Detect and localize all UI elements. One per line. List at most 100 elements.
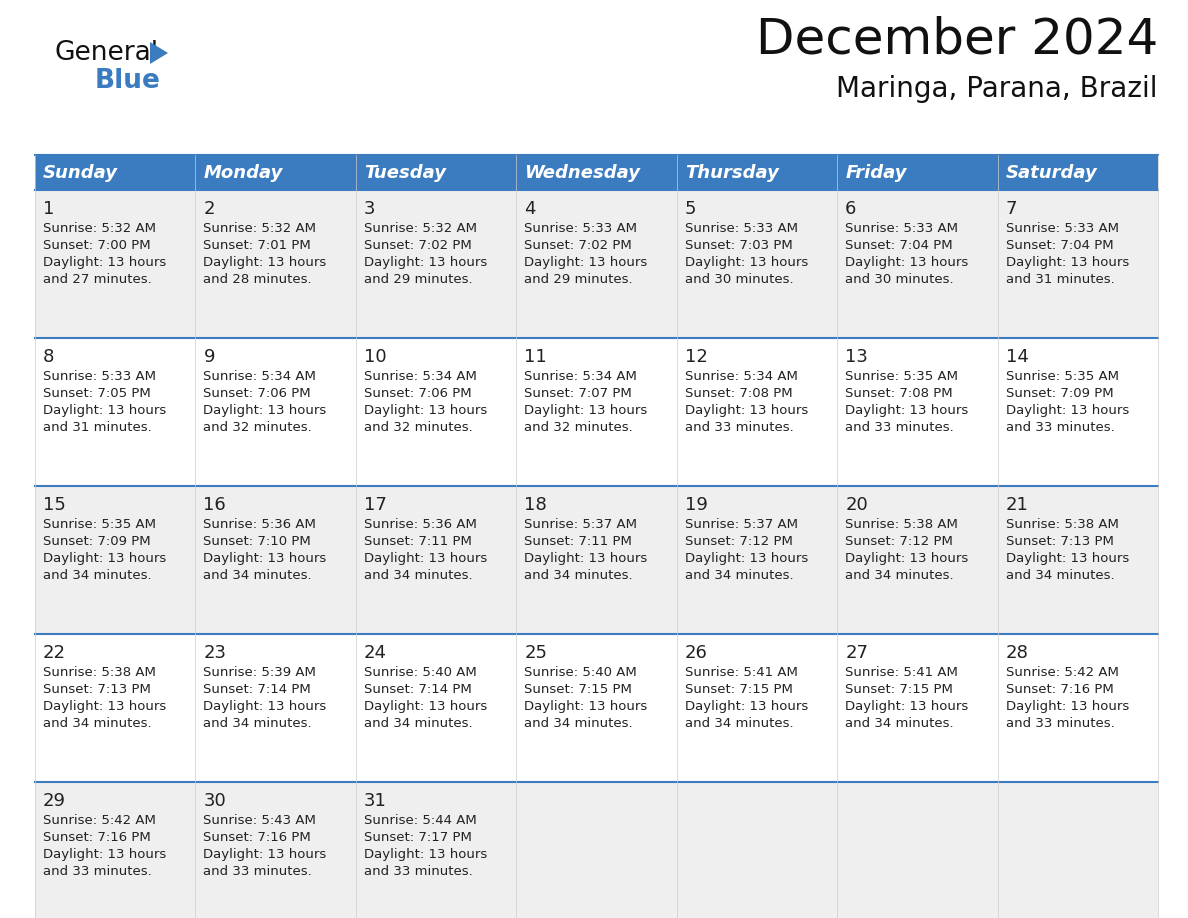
Text: Sunrise: 5:34 AM: Sunrise: 5:34 AM xyxy=(364,370,476,383)
Text: Daylight: 13 hours: Daylight: 13 hours xyxy=(364,700,487,713)
Text: Daylight: 13 hours: Daylight: 13 hours xyxy=(684,700,808,713)
Text: and 31 minutes.: and 31 minutes. xyxy=(43,421,152,434)
Text: 13: 13 xyxy=(845,348,868,366)
Text: Sunrise: 5:33 AM: Sunrise: 5:33 AM xyxy=(684,222,797,235)
Text: Daylight: 13 hours: Daylight: 13 hours xyxy=(684,552,808,565)
Text: and 33 minutes.: and 33 minutes. xyxy=(845,421,954,434)
Text: 22: 22 xyxy=(43,644,67,662)
Text: Sunrise: 5:40 AM: Sunrise: 5:40 AM xyxy=(364,666,476,679)
Text: Sunset: 7:00 PM: Sunset: 7:00 PM xyxy=(43,239,151,252)
Text: Sunset: 7:02 PM: Sunset: 7:02 PM xyxy=(364,239,472,252)
Text: Sunset: 7:04 PM: Sunset: 7:04 PM xyxy=(1005,239,1113,252)
Text: 7: 7 xyxy=(1005,200,1017,218)
Text: Sunset: 7:17 PM: Sunset: 7:17 PM xyxy=(364,831,472,844)
Text: Sunrise: 5:32 AM: Sunrise: 5:32 AM xyxy=(364,222,476,235)
Text: 23: 23 xyxy=(203,644,227,662)
Text: Sunrise: 5:43 AM: Sunrise: 5:43 AM xyxy=(203,814,316,827)
Polygon shape xyxy=(34,782,1158,918)
Text: and 33 minutes.: and 33 minutes. xyxy=(684,421,794,434)
Text: 31: 31 xyxy=(364,792,387,810)
Text: and 28 minutes.: and 28 minutes. xyxy=(203,273,312,286)
Text: Tuesday: Tuesday xyxy=(364,163,446,182)
Text: Sunset: 7:09 PM: Sunset: 7:09 PM xyxy=(1005,387,1113,400)
Text: Sunset: 7:04 PM: Sunset: 7:04 PM xyxy=(845,239,953,252)
Text: Sunrise: 5:44 AM: Sunrise: 5:44 AM xyxy=(364,814,476,827)
Text: Sunrise: 5:35 AM: Sunrise: 5:35 AM xyxy=(43,518,156,531)
Text: Sunset: 7:15 PM: Sunset: 7:15 PM xyxy=(684,683,792,696)
Text: and 34 minutes.: and 34 minutes. xyxy=(524,717,633,730)
Text: Daylight: 13 hours: Daylight: 13 hours xyxy=(845,700,968,713)
Text: Daylight: 13 hours: Daylight: 13 hours xyxy=(1005,404,1129,417)
Text: Sunset: 7:02 PM: Sunset: 7:02 PM xyxy=(524,239,632,252)
Text: and 30 minutes.: and 30 minutes. xyxy=(845,273,954,286)
Text: and 34 minutes.: and 34 minutes. xyxy=(43,569,152,582)
Text: 4: 4 xyxy=(524,200,536,218)
Text: and 34 minutes.: and 34 minutes. xyxy=(364,717,473,730)
Text: 19: 19 xyxy=(684,496,708,514)
Text: Daylight: 13 hours: Daylight: 13 hours xyxy=(1005,700,1129,713)
Text: Daylight: 13 hours: Daylight: 13 hours xyxy=(1005,552,1129,565)
Text: 21: 21 xyxy=(1005,496,1029,514)
Text: Sunset: 7:10 PM: Sunset: 7:10 PM xyxy=(203,535,311,548)
Text: and 33 minutes.: and 33 minutes. xyxy=(43,865,152,878)
Text: Sunset: 7:08 PM: Sunset: 7:08 PM xyxy=(684,387,792,400)
Text: Wednesday: Wednesday xyxy=(524,163,640,182)
Polygon shape xyxy=(517,155,677,190)
Text: 25: 25 xyxy=(524,644,548,662)
Text: and 33 minutes.: and 33 minutes. xyxy=(203,865,312,878)
Text: 28: 28 xyxy=(1005,644,1029,662)
Text: Sunrise: 5:38 AM: Sunrise: 5:38 AM xyxy=(845,518,958,531)
Text: Sunrise: 5:33 AM: Sunrise: 5:33 AM xyxy=(43,370,156,383)
Text: Sunrise: 5:42 AM: Sunrise: 5:42 AM xyxy=(1005,666,1118,679)
Text: 10: 10 xyxy=(364,348,386,366)
Text: Saturday: Saturday xyxy=(1005,163,1098,182)
Text: 8: 8 xyxy=(43,348,55,366)
Polygon shape xyxy=(34,155,196,190)
Text: Sunset: 7:06 PM: Sunset: 7:06 PM xyxy=(203,387,311,400)
Text: General: General xyxy=(55,40,159,66)
Text: 12: 12 xyxy=(684,348,708,366)
Text: Sunrise: 5:34 AM: Sunrise: 5:34 AM xyxy=(684,370,797,383)
Text: 27: 27 xyxy=(845,644,868,662)
Text: and 34 minutes.: and 34 minutes. xyxy=(364,569,473,582)
Text: Sunset: 7:06 PM: Sunset: 7:06 PM xyxy=(364,387,472,400)
Text: 18: 18 xyxy=(524,496,546,514)
Text: and 32 minutes.: and 32 minutes. xyxy=(203,421,312,434)
Text: Daylight: 13 hours: Daylight: 13 hours xyxy=(43,404,166,417)
Polygon shape xyxy=(838,155,998,190)
Text: and 32 minutes.: and 32 minutes. xyxy=(364,421,473,434)
Text: and 34 minutes.: and 34 minutes. xyxy=(845,569,954,582)
Text: Daylight: 13 hours: Daylight: 13 hours xyxy=(364,552,487,565)
Text: Daylight: 13 hours: Daylight: 13 hours xyxy=(684,404,808,417)
Polygon shape xyxy=(34,338,1158,486)
Polygon shape xyxy=(677,155,838,190)
Text: Sunrise: 5:41 AM: Sunrise: 5:41 AM xyxy=(684,666,797,679)
Text: and 31 minutes.: and 31 minutes. xyxy=(1005,273,1114,286)
Text: Sunrise: 5:35 AM: Sunrise: 5:35 AM xyxy=(845,370,959,383)
Text: Maringa, Parana, Brazil: Maringa, Parana, Brazil xyxy=(836,75,1158,103)
Text: and 29 minutes.: and 29 minutes. xyxy=(524,273,633,286)
Text: Sunrise: 5:32 AM: Sunrise: 5:32 AM xyxy=(43,222,156,235)
Text: Sunrise: 5:42 AM: Sunrise: 5:42 AM xyxy=(43,814,156,827)
Text: Daylight: 13 hours: Daylight: 13 hours xyxy=(203,848,327,861)
Polygon shape xyxy=(34,486,1158,634)
Text: Sunrise: 5:36 AM: Sunrise: 5:36 AM xyxy=(203,518,316,531)
Text: 5: 5 xyxy=(684,200,696,218)
Text: Sunrise: 5:35 AM: Sunrise: 5:35 AM xyxy=(1005,370,1119,383)
Text: Daylight: 13 hours: Daylight: 13 hours xyxy=(364,404,487,417)
Text: 30: 30 xyxy=(203,792,226,810)
Text: Sunset: 7:12 PM: Sunset: 7:12 PM xyxy=(845,535,953,548)
Text: Sunrise: 5:33 AM: Sunrise: 5:33 AM xyxy=(1005,222,1119,235)
Text: Daylight: 13 hours: Daylight: 13 hours xyxy=(203,256,327,269)
Polygon shape xyxy=(998,155,1158,190)
Text: Daylight: 13 hours: Daylight: 13 hours xyxy=(43,848,166,861)
Text: Daylight: 13 hours: Daylight: 13 hours xyxy=(43,256,166,269)
Text: Sunset: 7:11 PM: Sunset: 7:11 PM xyxy=(364,535,472,548)
Text: Sunset: 7:03 PM: Sunset: 7:03 PM xyxy=(684,239,792,252)
Text: Daylight: 13 hours: Daylight: 13 hours xyxy=(364,848,487,861)
Text: Daylight: 13 hours: Daylight: 13 hours xyxy=(203,552,327,565)
Text: 2: 2 xyxy=(203,200,215,218)
Text: Daylight: 13 hours: Daylight: 13 hours xyxy=(845,552,968,565)
Text: and 34 minutes.: and 34 minutes. xyxy=(684,717,794,730)
Text: Daylight: 13 hours: Daylight: 13 hours xyxy=(43,552,166,565)
